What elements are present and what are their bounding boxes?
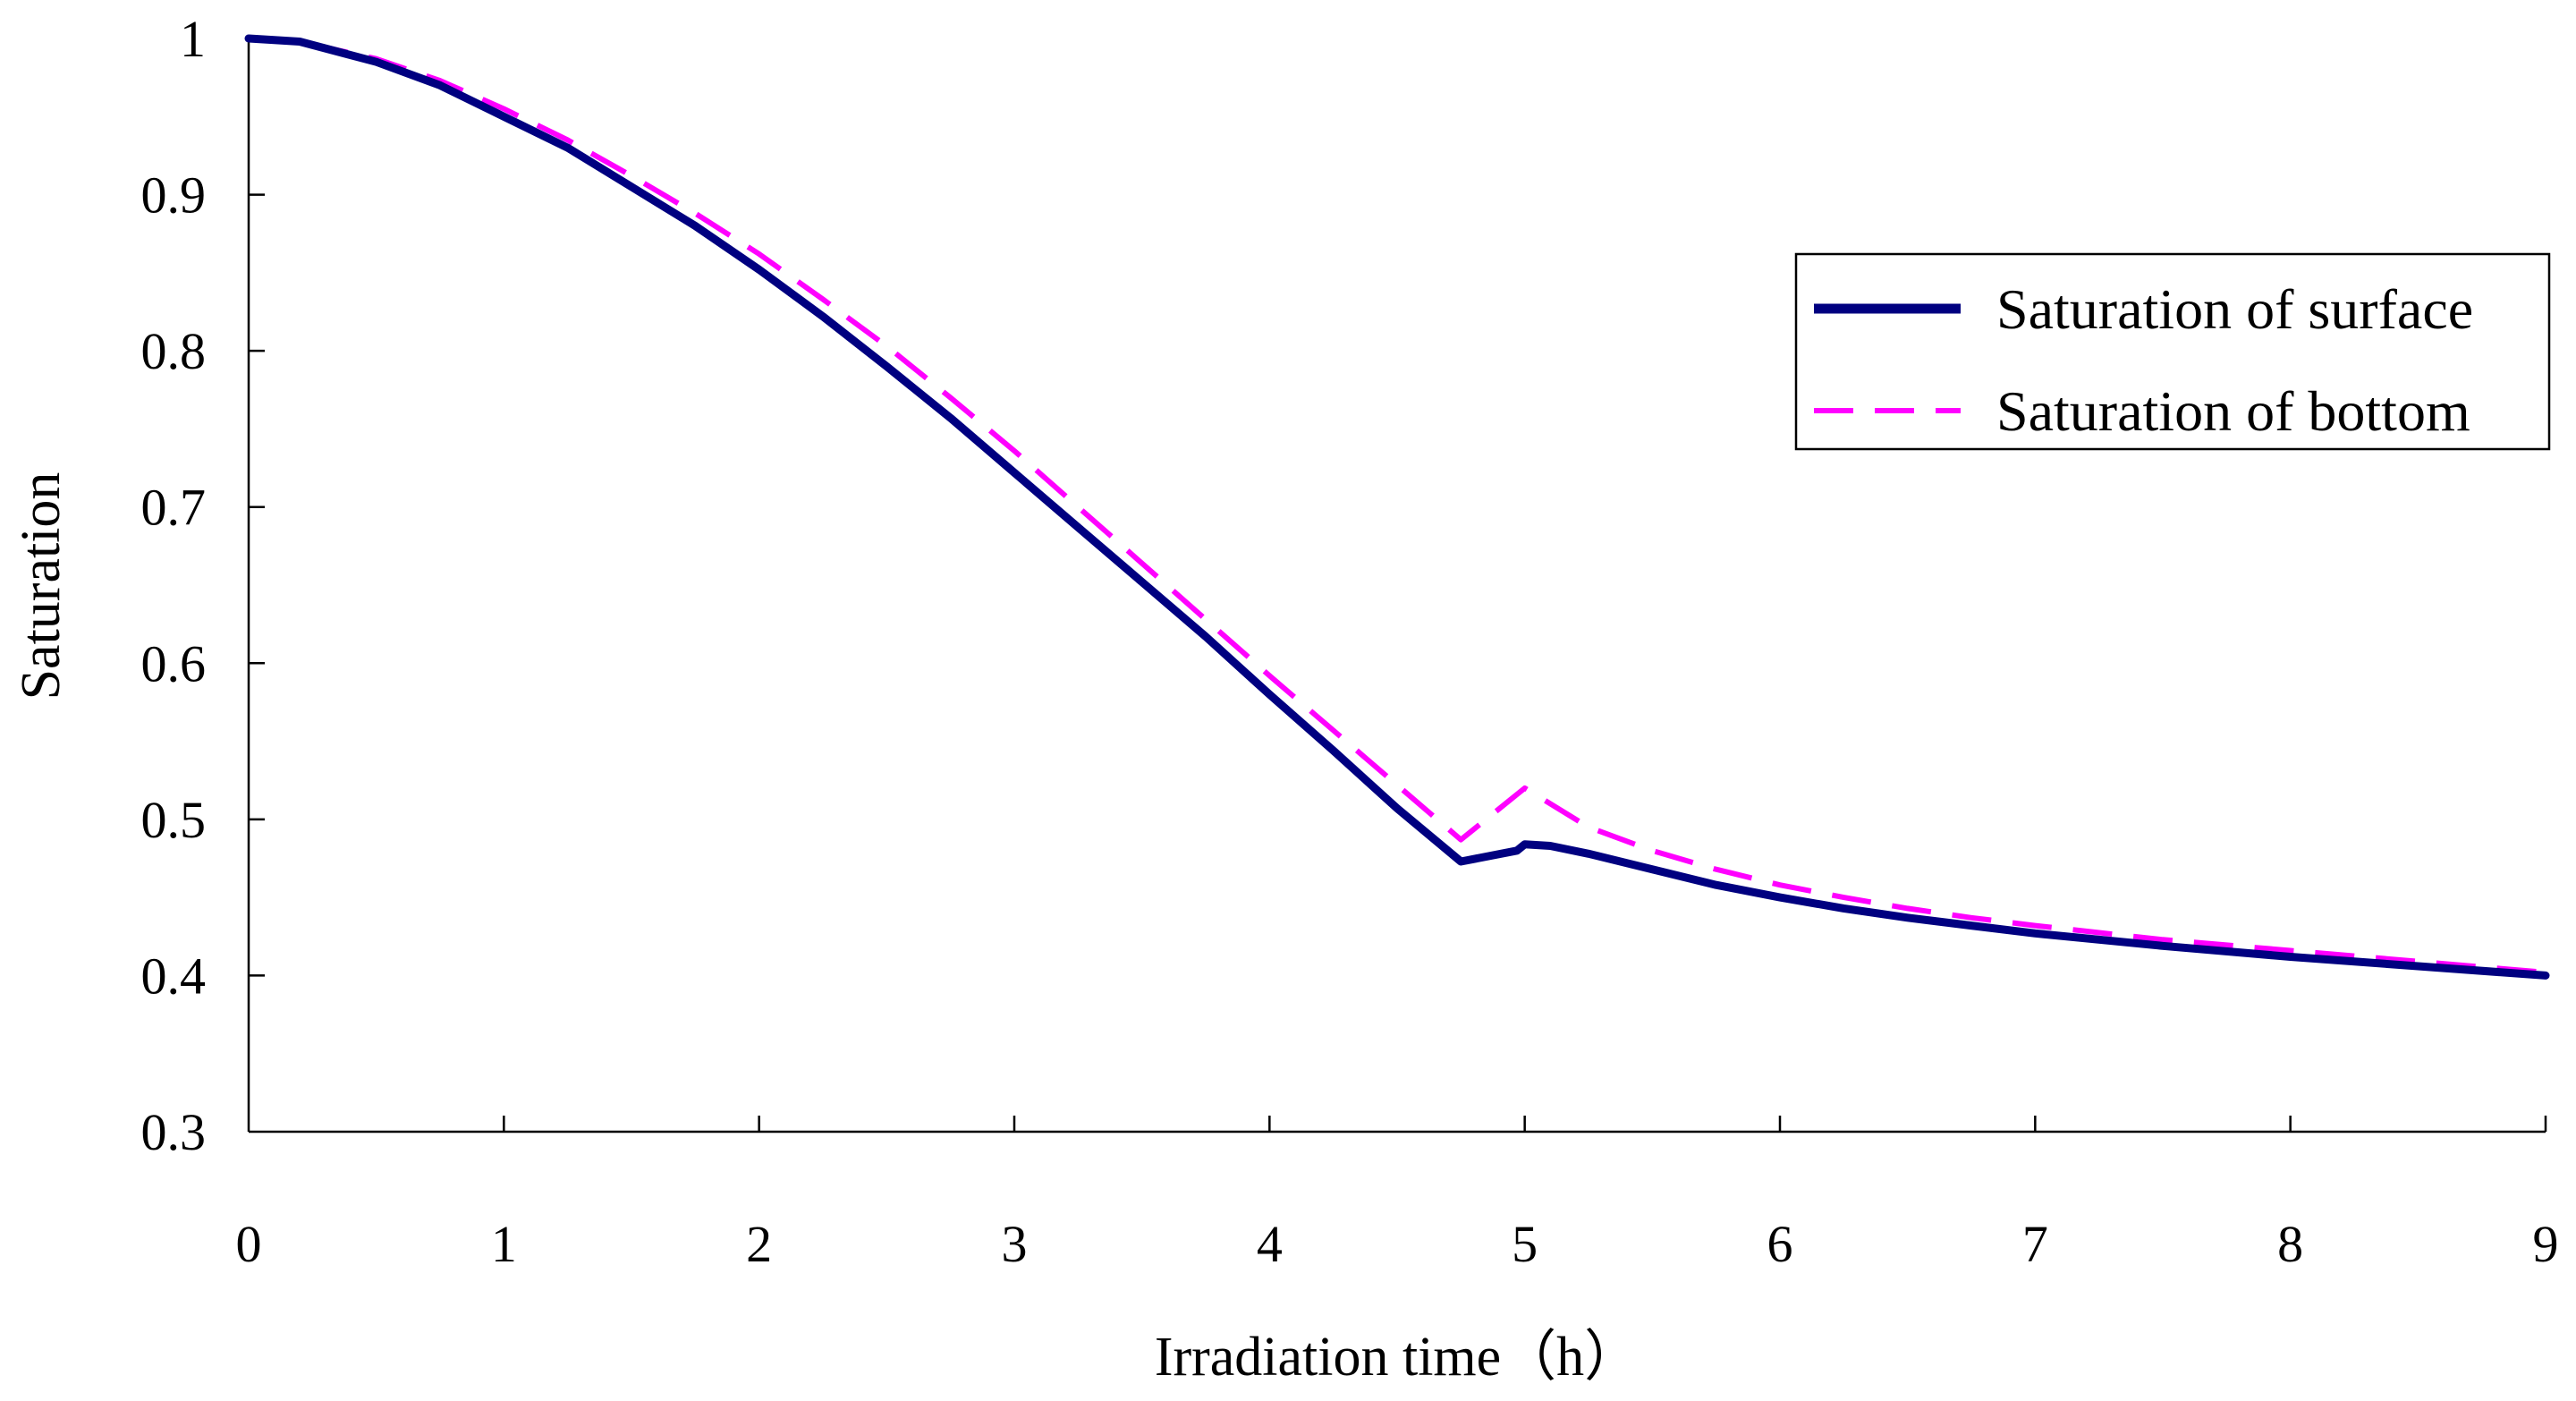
y-tick-label: 0.7 — [141, 479, 207, 537]
legend-box — [1794, 252, 2551, 451]
y-tick-label: 0.3 — [141, 1103, 207, 1161]
ticks: 0 1 2 3 4 5 6 7 8 9 0.3 0.4 0.5 0.6 0.7 0.8 0.9 1 — [141, 10, 2559, 1273]
x-tick-label: 2 — [746, 1215, 772, 1273]
x-tick-label: 1 — [491, 1215, 517, 1273]
legend-label-bottom: Saturation of bottom — [1996, 379, 2470, 443]
x-tick-label: 7 — [2022, 1215, 2048, 1273]
y-axis-title: Saturation — [11, 472, 72, 700]
x-tick-label: 9 — [2533, 1215, 2559, 1273]
x-tick-label: 5 — [1512, 1215, 1538, 1273]
y-tick-label: 0.8 — [141, 322, 207, 380]
x-axis-title: Irradiation time（h） — [1155, 1327, 1640, 1388]
series-line-bottom — [248, 36, 2546, 975]
x-tick-label: 8 — [2277, 1215, 2303, 1273]
series-line-surface — [244, 34, 2550, 980]
y-tick-label: 1 — [180, 10, 206, 68]
x-tick-label: 4 — [1257, 1215, 1283, 1273]
y-tick-label: 0.6 — [141, 634, 207, 692]
y-tick-label: 0.9 — [141, 166, 207, 225]
y-tick-label: 0.5 — [141, 791, 207, 849]
x-tick-label: 0 — [236, 1215, 262, 1273]
legend-label-surface: Saturation of surface — [1996, 277, 2473, 341]
x-tick-label: 3 — [1002, 1215, 1028, 1273]
y-tick-label: 0.4 — [141, 947, 207, 1005]
x-tick-label: 6 — [1767, 1215, 1793, 1273]
series-layer — [244, 34, 2550, 980]
legend: Saturation of surface Saturation of bott… — [1794, 252, 2551, 451]
axes — [247, 38, 2546, 1134]
